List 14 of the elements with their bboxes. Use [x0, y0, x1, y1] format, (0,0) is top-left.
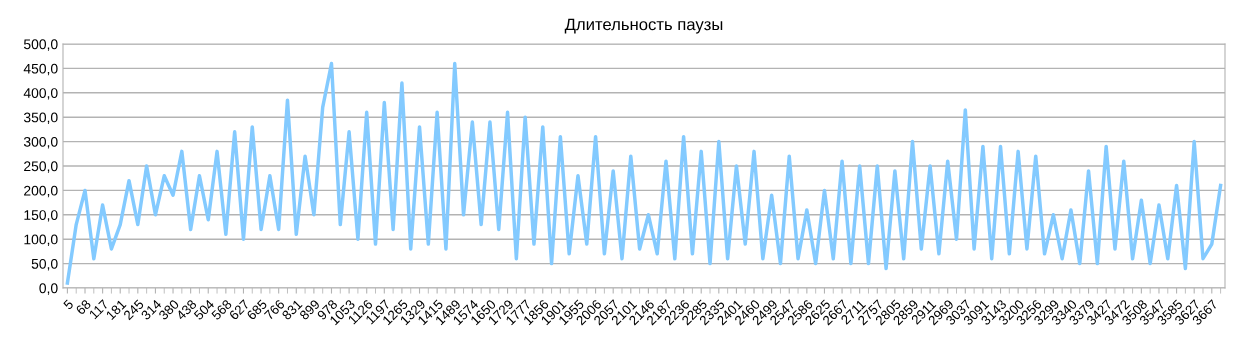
y-tick-label: 0,0 — [39, 283, 58, 295]
y-tick-label: 350,0 — [23, 112, 58, 125]
y-tick-label: 300,0 — [23, 136, 58, 149]
y-tick-label: 450,0 — [23, 63, 58, 76]
chart-title: Длительность паузы — [564, 18, 723, 34]
y-tick-label: 400,0 — [23, 88, 58, 100]
y-tick-label: 100,0 — [24, 234, 58, 247]
y-tick-label: 50,0 — [31, 258, 58, 271]
x-tick-label: 68 — [75, 299, 92, 316]
y-tick-label: 250,0 — [24, 161, 58, 173]
x-tick-label: 5 — [62, 299, 74, 311]
y-tick-label: 200,0 — [24, 185, 58, 198]
y-tick-label: 500,0 — [23, 39, 58, 51]
y-tick-label: 150,0 — [24, 210, 58, 222]
